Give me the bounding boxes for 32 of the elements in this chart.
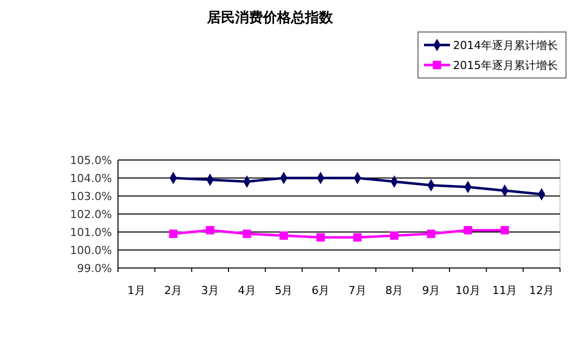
point — [242, 230, 252, 238]
point — [390, 231, 398, 240]
point — [426, 230, 436, 238]
y-tick-label: 104.0% — [70, 172, 112, 185]
legend-label: 2015年逐月累计增长 — [453, 58, 558, 72]
legend-label: 2014年逐月累计增长 — [453, 38, 558, 52]
x-tick-label: 4月 — [238, 284, 256, 297]
y-tick-label: 99.0% — [77, 262, 112, 275]
point — [500, 226, 509, 234]
chart-title: 居民消费价格总指数 — [206, 10, 334, 26]
x-tick-label: 6月 — [312, 284, 330, 297]
y-tick-label: 102.0% — [70, 208, 112, 221]
x-tick-label: 7月 — [348, 284, 366, 297]
x-tick-label: 8月 — [385, 284, 404, 297]
y-tick-label: 101.0% — [70, 226, 112, 239]
x-tick-label: 1月 — [127, 284, 146, 297]
point — [206, 226, 214, 234]
point — [316, 233, 325, 242]
x-tick-label: 11月 — [492, 284, 518, 297]
y-tick-label: 105.0% — [70, 154, 112, 167]
point — [280, 231, 288, 240]
x-tick-label: 10月 — [455, 284, 480, 297]
y-tick-label: 100.0% — [70, 244, 112, 257]
y-tick-label: 103.0% — [70, 190, 112, 203]
x-tick-label: 3月 — [201, 284, 220, 297]
x-tick-label: 9月 — [422, 284, 440, 297]
x-tick-label: 5月 — [274, 284, 293, 297]
point — [464, 226, 472, 234]
x-tick-label: 2月 — [164, 284, 182, 297]
point — [353, 233, 362, 242]
x-tick-label: 12月 — [529, 284, 554, 297]
point — [169, 230, 178, 238]
